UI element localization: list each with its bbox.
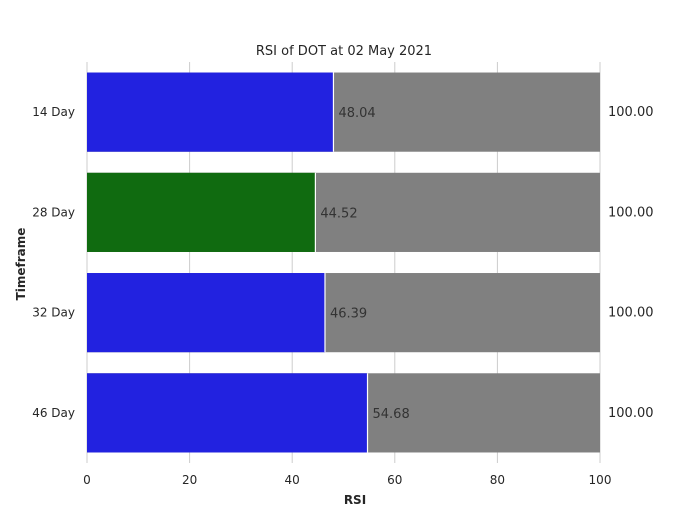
labels: 0 20 40 60 80 100 48.04 100.00 14 Day 44.52 100.00… — [32, 105, 653, 487]
bar-value-label: 44.52 — [320, 206, 357, 221]
chart-title: RSI of DOT at 02 May 2021 — [256, 44, 432, 59]
bar-value — [87, 172, 316, 252]
x-tick-label: 60 — [387, 473, 402, 487]
y-tick-label: 14 Day — [32, 105, 75, 119]
y-tick-label: 46 Day — [32, 406, 75, 420]
bar-value-label: 48.04 — [338, 106, 375, 121]
bar-value — [87, 72, 334, 152]
bar-total-label: 100.00 — [608, 205, 654, 220]
bar-value — [87, 373, 368, 453]
y-tick-label: 28 Day — [32, 205, 75, 219]
bar-value — [87, 273, 325, 353]
y-tick-label: 32 Day — [32, 306, 75, 320]
bar-value-label: 46.39 — [330, 307, 367, 322]
x-tick-label: 100 — [589, 473, 612, 487]
bar-total-label: 100.00 — [608, 306, 654, 321]
bars — [87, 72, 600, 453]
x-tick-label: 0 — [83, 473, 91, 487]
bar-total-label: 100.00 — [608, 105, 654, 120]
x-tick-label: 40 — [285, 473, 300, 487]
x-axis-label: RSI — [344, 493, 366, 507]
x-tick-label: 80 — [490, 473, 505, 487]
bar-value-label: 54.68 — [373, 407, 410, 422]
y-axis-label: Timeframe — [14, 228, 28, 301]
x-tick-label: 20 — [182, 473, 197, 487]
bar-total-label: 100.00 — [608, 406, 654, 421]
